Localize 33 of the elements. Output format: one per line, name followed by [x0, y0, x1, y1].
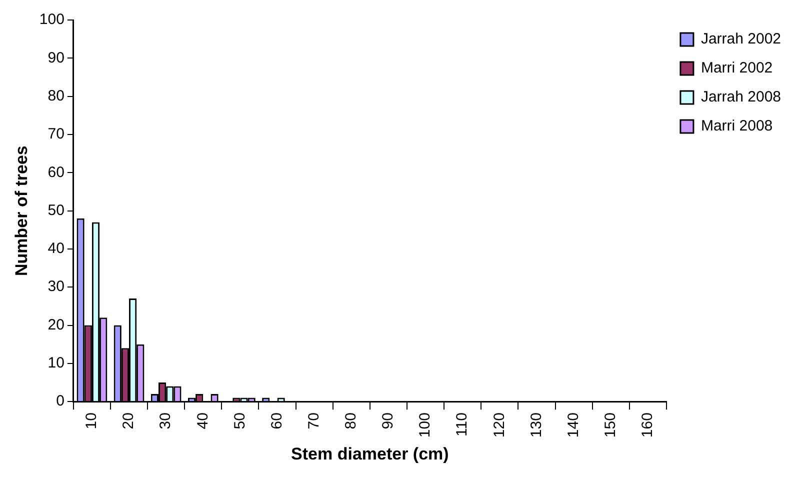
- x-tick-label: 150: [602, 412, 619, 438]
- y-tick-label: 30: [48, 278, 64, 296]
- x-tick-label: 110: [454, 412, 471, 436]
- y-tick-label: 90: [48, 49, 64, 66]
- x-axis-title: Stem diameter (cm): [291, 444, 449, 464]
- legend-label: Marri 2002: [700, 60, 773, 77]
- x-tick-label: 20: [120, 412, 138, 430]
- x-tick-label: 80: [342, 412, 360, 430]
- x-tick-label: 70: [305, 412, 322, 430]
- y-tick-label: 20: [48, 316, 64, 334]
- legend-label: Marri 2008: [700, 118, 773, 135]
- x-tick-label: 90: [380, 412, 397, 430]
- x-tick-label: 60: [268, 412, 286, 430]
- legend-label: Jarrah 2008: [700, 88, 782, 106]
- x-tick-label: 140: [564, 412, 582, 438]
- y-tick-label: 0: [56, 392, 64, 410]
- y-tick-label: 60: [48, 164, 64, 181]
- x-tick-label: 50: [231, 412, 248, 430]
- y-tick-label: 100: [39, 11, 64, 28]
- y-tick-label: 10: [48, 354, 64, 372]
- x-tick-label: 160: [639, 412, 656, 438]
- y-axis-title: Number of trees: [12, 146, 31, 276]
- y-tick-label: 50: [48, 202, 64, 219]
- y-tick-label: 70: [48, 126, 64, 143]
- x-tick-label: 40: [194, 412, 212, 430]
- y-tick-label: 80: [48, 87, 64, 104]
- x-tick-label: 100: [416, 412, 434, 438]
- x-tick-label: 120: [490, 412, 508, 438]
- x-tick-label: 130: [528, 412, 545, 438]
- y-tick-label: 40: [48, 240, 64, 258]
- legend-label: Jarrah 2002: [700, 30, 782, 48]
- x-tick-label: 10: [83, 412, 100, 430]
- x-tick-label: 30: [157, 412, 174, 430]
